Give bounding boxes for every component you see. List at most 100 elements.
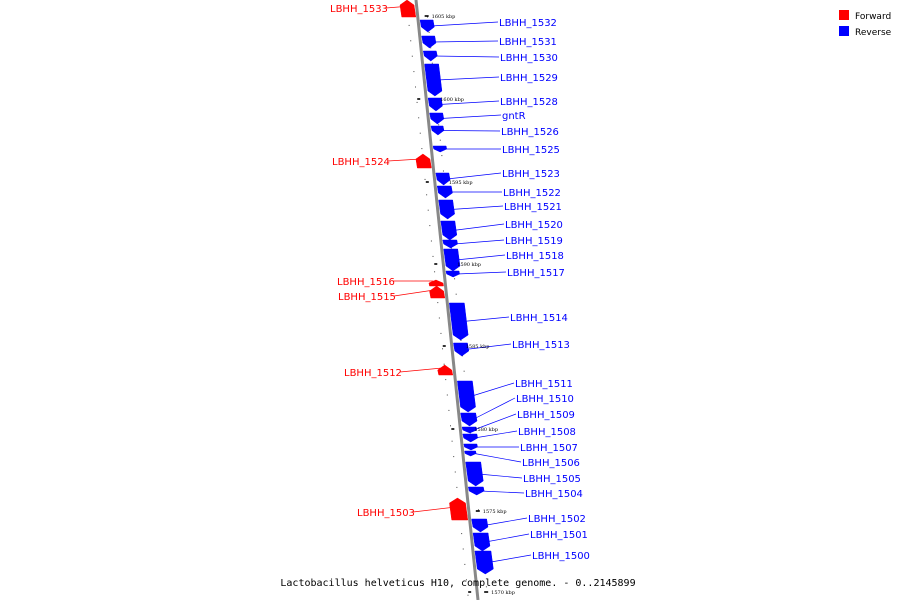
gene-label-lbhh_1517[interactable]: LBHH_1517 — [507, 268, 565, 279]
gene-label-lbhh_1533[interactable]: LBHH_1533 — [330, 4, 388, 15]
gene-label-lbhh_1523[interactable]: LBHH_1523 — [502, 169, 560, 180]
gene-arrow-lbhh_1515 — [429, 285, 446, 299]
gene-label-lbhh_1513[interactable]: LBHH_1513 — [512, 340, 570, 351]
gene-connector — [446, 172, 502, 180]
gene-arrow-lbhh_1502 — [471, 518, 489, 533]
gene-connector — [455, 254, 506, 261]
gene-labels: LBHH_1533 LBHH_1532 LBHH_1531 LBHH_1530 LBHH… — [330, 4, 590, 562]
gene-arrow-lbhh_1519 — [442, 239, 458, 249]
gene-label-lbhh_1522[interactable]: LBHH_1522 — [503, 188, 561, 199]
gene-connector — [478, 473, 523, 479]
gene-label-lbhh_1501[interactable]: LBHH_1501 — [530, 530, 588, 541]
gene-arrow-lbhh_1507 — [463, 443, 478, 451]
gene-arrow-lbhh_1528 — [427, 97, 443, 112]
gene-arrow-lbhh_1533 — [399, 0, 417, 18]
gene-connector — [462, 316, 510, 322]
gene-label-lbhh_1509[interactable]: LBHH_1509 — [517, 410, 575, 421]
tick-label: 1595 kbp — [449, 180, 473, 186]
gene-connector — [456, 271, 507, 275]
gene-arrow-lbhh_1529 — [424, 63, 443, 97]
gene-label-lbhh_1503[interactable]: LBHH_1503 — [357, 508, 415, 519]
gene-connector — [437, 76, 500, 81]
gene-arrow-lbhh_1504 — [468, 486, 485, 496]
gene-label-lbhh_1500[interactable]: LBHH_1500 — [532, 551, 590, 562]
gene-shapes — [399, 0, 494, 575]
gene-label-lbhh_1521[interactable]: LBHH_1521 — [504, 202, 562, 213]
gene-label-lbhh_1502[interactable]: LBHH_1502 — [528, 514, 586, 525]
tick-label: 1585 kbp — [466, 344, 490, 350]
gene-label-lbhh_1504[interactable]: LBHH_1504 — [525, 489, 583, 500]
gene-connector — [452, 223, 505, 231]
gene-label-lbhh_1515[interactable]: LBHH_1515 — [338, 292, 396, 303]
gene-arrow-lbhh_1522 — [436, 185, 453, 199]
gene-label-lbhh_1520[interactable]: LBHH_1520 — [505, 220, 563, 231]
gene-arrow-lbhh_1505 — [465, 461, 484, 487]
gene-label-lbhh_1528[interactable]: LBHH_1528 — [500, 97, 558, 108]
gene-label-lbhh_1510[interactable]: LBHH_1510 — [516, 394, 574, 405]
gene-connector — [472, 397, 516, 420]
gene-label-lbhh_1518[interactable]: LBHH_1518 — [506, 251, 564, 262]
gene-label-lbhh_1512[interactable]: LBHH_1512 — [344, 368, 402, 379]
gene-arrow-lbhh_1520 — [440, 220, 458, 241]
gene-connector — [474, 430, 518, 439]
tick-label: 1580 kbp — [474, 427, 498, 433]
gene-arrow-lbhh_1521 — [438, 199, 455, 220]
gene-arrow-lbhh_1500 — [474, 550, 494, 575]
tick-label: 1570 kbp — [491, 590, 515, 596]
gene-arrow-lbhh_1508 — [462, 433, 478, 443]
gene-connector — [432, 40, 499, 43]
gene-label-lbhh_1529[interactable]: LBHH_1529 — [500, 73, 558, 84]
gene-label-lbhh_1524[interactable]: LBHH_1524 — [332, 157, 390, 168]
gene-connector — [440, 114, 502, 119]
gene-label-lines — [385, 6, 532, 563]
gene-label-lbhh_1505[interactable]: LBHH_1505 — [523, 474, 581, 485]
gene-arrow-lbhh_1514 — [449, 302, 469, 341]
legend-forward-swatch — [839, 10, 849, 20]
gene-connector — [393, 289, 435, 297]
tick-labels: 1605 kbp 1600 kbp 1595 kbp 1590 kbp 1585 kbp… — [432, 14, 515, 596]
gene-label-lbhh_1530[interactable]: LBHH_1530 — [500, 53, 558, 64]
gene-arrow-lbhh_1511 — [457, 380, 476, 413]
gene-connector — [485, 533, 530, 543]
gene-connector — [439, 100, 500, 105]
gene-label-lbhh_1532[interactable]: LBHH_1532 — [499, 18, 557, 29]
legend-reverse-label: Reverse — [855, 28, 892, 38]
gene-label-lbhh_1525[interactable]: LBHH_1525 — [502, 145, 560, 156]
gene-connector — [488, 554, 532, 563]
genome-caption: Lactobacillus helveticus H10, complete g… — [280, 578, 636, 589]
gene-arrow-lbhh_1525 — [432, 145, 447, 153]
gene-connector — [470, 382, 515, 397]
tick-label: 1600 kbp — [440, 97, 464, 103]
gene-connector — [480, 490, 525, 494]
gene-connector — [483, 517, 528, 526]
genome-backbone — [414, 0, 480, 600]
gene-connector — [454, 239, 505, 245]
gene-label-lbhh_1508[interactable]: LBHH_1508 — [518, 427, 576, 438]
gene-label-lbhh_1519[interactable]: LBHH_1519 — [505, 236, 563, 247]
gene-arrow-lbhh_1513 — [453, 342, 470, 357]
legend: Forward Reverse — [839, 10, 892, 38]
gene-label-lbhh_1506[interactable]: LBHH_1506 — [522, 458, 580, 469]
gene-connector — [473, 413, 517, 431]
gene-label-lbhh_1514[interactable]: LBHH_1514 — [510, 313, 568, 324]
gene-label-lbhh_1511[interactable]: LBHH_1511 — [515, 379, 573, 390]
gene-arrow-lbhh_1531 — [421, 35, 437, 49]
gene-label-lbhh_1531[interactable]: LBHH_1531 — [499, 37, 557, 48]
gene-arrow-lbhh_1530 — [422, 50, 438, 62]
gene-label-lbhh_1516[interactable]: LBHH_1516 — [337, 277, 395, 288]
gene-connector — [412, 506, 456, 513]
gene-arrow-lbhh_1506 — [464, 450, 477, 457]
gene-connector — [441, 130, 501, 132]
gene-arrow-lbhh_1510 — [460, 412, 478, 427]
gene-arrow-lbhh_1501 — [472, 532, 491, 552]
gene-arrow-lbhh_1518 — [443, 248, 461, 272]
gene-arrow-lbhh_1532 — [419, 19, 435, 33]
gene-arrow-lbhh_1512 — [437, 364, 454, 376]
gene-connector — [399, 367, 443, 373]
gene-connector — [474, 453, 522, 463]
gene-label-lbhh_1526[interactable]: LBHH_1526 — [501, 127, 559, 138]
gene-label-gntr[interactable]: gntR — [502, 111, 526, 122]
legend-forward-label: Forward — [855, 12, 891, 22]
tick-label: 1605 kbp — [432, 14, 456, 20]
gene-label-lbhh_1507[interactable]: LBHH_1507 — [520, 443, 578, 454]
